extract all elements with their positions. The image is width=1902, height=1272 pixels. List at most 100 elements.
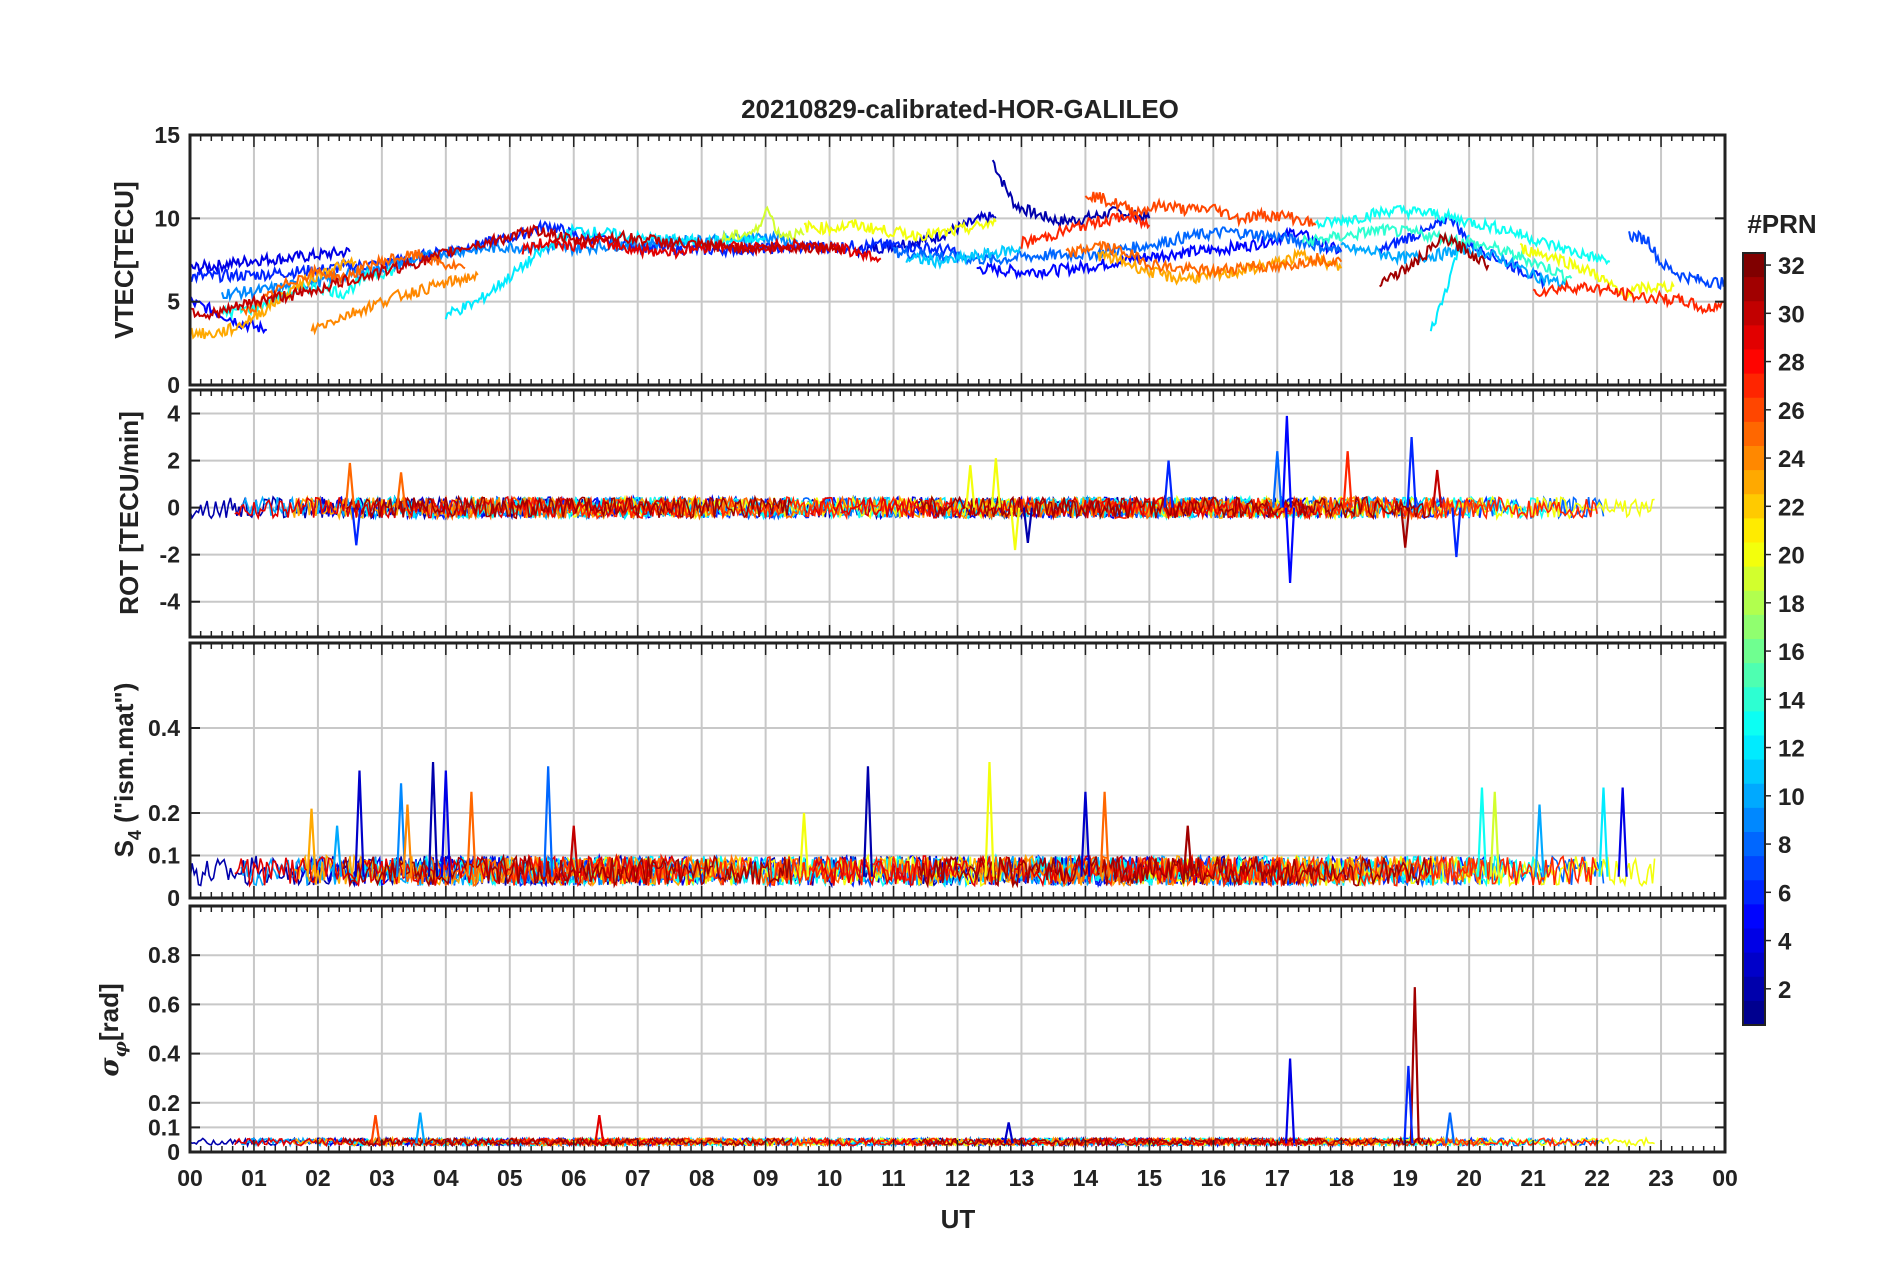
colorbar-cell	[1743, 566, 1765, 592]
colorbar-cell	[1743, 904, 1765, 929]
x-tick-label: 20	[1456, 1165, 1482, 1191]
spike-prn-10	[415, 1112, 426, 1144]
spike-prn-25	[1099, 791, 1110, 877]
colorbar-cell	[1743, 639, 1765, 664]
spike-prn-30	[1432, 469, 1443, 508]
spike-prn-4	[1284, 1058, 1296, 1144]
colorbar-cell	[1743, 735, 1765, 761]
spike-prn-23	[306, 808, 317, 877]
series-line-prn-8	[892, 226, 1342, 266]
spike-prn-20	[965, 465, 976, 508]
colorbar-cell	[1743, 880, 1765, 905]
series-line-prn-31	[918, 853, 1432, 889]
series-line-prn-11	[905, 244, 1022, 270]
colorbar-cell	[1743, 446, 1765, 471]
x-tick-label: 22	[1584, 1165, 1610, 1191]
y-axis-label: σφ[rad]	[94, 983, 131, 1076]
x-tick-label: 21	[1520, 1165, 1546, 1191]
x-axis-label: UT	[941, 1204, 976, 1234]
colorbar-tick-label: 28	[1778, 350, 1805, 377]
colorbar-tick-label: 4	[1778, 929, 1792, 956]
colorbar-cell	[1743, 421, 1765, 447]
spike-prn-25	[466, 791, 477, 877]
spike-prn-24	[402, 804, 413, 877]
spike-prn-9	[395, 783, 407, 877]
spike-prn-25	[344, 462, 355, 508]
y-tick-label: 0.4	[148, 1041, 180, 1067]
colorbar-frame	[1742, 252, 1766, 1026]
y-tick-label: -4	[160, 589, 181, 615]
series-line-prn-3	[854, 210, 997, 259]
y-tick-label: -2	[160, 542, 180, 568]
spike-prn-30	[568, 825, 579, 877]
spike-prn-13	[1476, 787, 1488, 877]
x-tick-label: 08	[689, 1165, 715, 1191]
spike-prn-10	[332, 825, 343, 877]
series-line-prn-2	[991, 159, 1151, 231]
spike-prn-20	[990, 458, 1001, 508]
x-axis-ticks: 00 01 02 03 04 05 06 07 08 09 10 11 12 13 14 15 16 17 18 19…	[177, 1165, 1738, 1191]
spike-prn-6	[1451, 507, 1462, 558]
y-tick-label: 4	[167, 401, 180, 427]
colorbar-cell	[1743, 470, 1765, 495]
x-tick-label: 04	[433, 1165, 459, 1191]
spike-prn-6	[1403, 1065, 1414, 1144]
x-tick-label: 14	[1073, 1165, 1099, 1191]
series-line-prn-29	[809, 495, 1323, 521]
y-tick-label: 0.2	[148, 1090, 180, 1116]
colorbar-cell	[1743, 783, 1765, 809]
series-line-prn-27	[1532, 278, 1726, 315]
colorbar-cell	[1743, 301, 1765, 326]
series-line-prn-14	[1301, 222, 1573, 283]
series-line-prn-31	[342, 494, 792, 520]
series-line-prn-31	[342, 853, 792, 889]
colorbar-tick-label: 8	[1778, 832, 1791, 859]
spike-prn-4	[1617, 787, 1628, 877]
series-line-prn-31	[342, 1136, 792, 1148]
colorbar-tick-label: 32	[1778, 253, 1805, 280]
spike-prn-31	[1182, 825, 1193, 877]
series-line-prn-4	[189, 245, 351, 277]
colorbar-tick-label: 30	[1778, 301, 1805, 328]
series-line-prn-12	[1429, 234, 1470, 332]
x-tick-label: 07	[625, 1165, 651, 1191]
series-line-prn-13	[1314, 204, 1611, 266]
y-tick-label: 0.2	[148, 800, 180, 826]
y-tick-label: 0.1	[148, 843, 180, 869]
colorbar-cell	[1743, 952, 1765, 978]
y-tick-label: 2	[167, 448, 180, 474]
colorbar-cell	[1743, 373, 1765, 399]
x-tick-label: 06	[561, 1165, 587, 1191]
y-tick-label: 0.6	[148, 991, 180, 1017]
colorbar-cell	[1743, 397, 1765, 423]
series-line-prn-29	[234, 494, 684, 521]
y-tick-label: 0.4	[148, 715, 180, 741]
series-line-prn-31	[918, 494, 1432, 521]
x-tick-label: 18	[1328, 1165, 1354, 1191]
colorbar-tick-label: 18	[1778, 591, 1805, 618]
colorbar-cell	[1743, 856, 1765, 881]
x-tick-label: 15	[1137, 1165, 1163, 1191]
y-axis-label: ROT [TECU/min]	[114, 411, 144, 615]
colorbar-cell	[1743, 253, 1765, 278]
y-tick-label: 15	[154, 122, 180, 148]
x-tick-label: 13	[1009, 1165, 1035, 1191]
colorbar-tick-label: 24	[1778, 446, 1805, 473]
colorbar-cell	[1743, 832, 1765, 857]
y-tick-label: 0.8	[148, 942, 180, 968]
spike-prn-31	[1400, 507, 1411, 548]
series-line-prn-23	[1097, 247, 1343, 286]
colorbar-cell	[1743, 976, 1765, 1002]
colorbar-cell	[1743, 711, 1765, 736]
colorbar-tick-label: 20	[1778, 543, 1805, 570]
x-tick-label: 03	[369, 1165, 395, 1191]
colorbar-tick-label: 12	[1778, 736, 1805, 763]
spike-prn-8	[1272, 451, 1283, 508]
series-line-prn-24	[310, 270, 479, 336]
series-line-prn-5	[976, 226, 1343, 281]
x-tick-label: 23	[1648, 1165, 1674, 1191]
spike-prn-6	[1163, 460, 1174, 508]
series-line-prn-20	[803, 216, 997, 243]
